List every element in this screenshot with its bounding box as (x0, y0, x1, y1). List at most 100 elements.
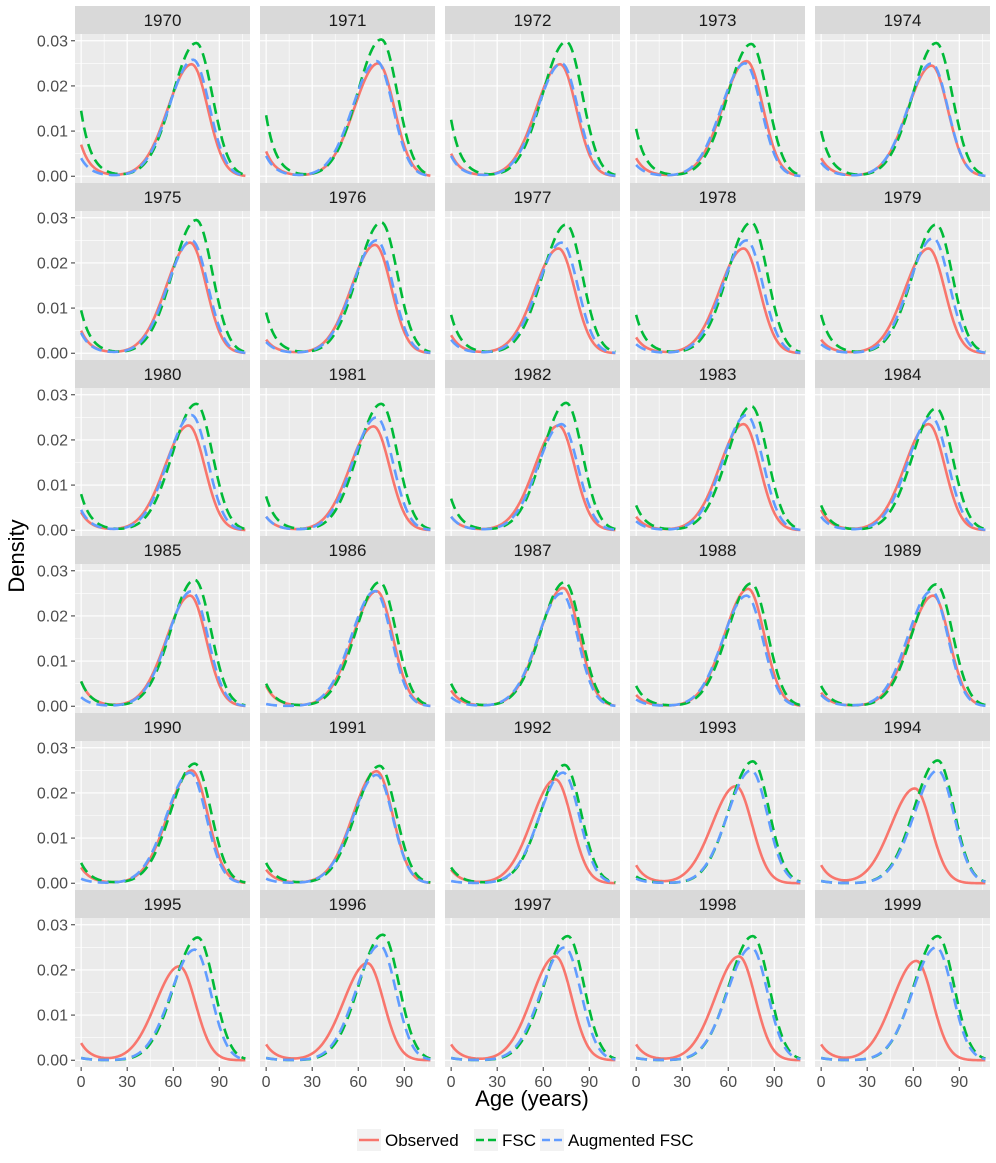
facet-strip (630, 6, 805, 34)
series-line-fsc (449, 223, 616, 354)
facet-strip (75, 890, 250, 918)
facet-strip-label: 1994 (884, 718, 922, 737)
facet-strip (75, 360, 250, 388)
series-line-augmented-fsc (635, 594, 801, 708)
y-tick-label: 0.03 (37, 917, 68, 934)
facet-strip-label: 1972 (514, 11, 552, 30)
series-line-augmented-fsc (820, 769, 986, 885)
series-line-observed (820, 787, 986, 885)
facet-strip (75, 6, 250, 34)
facet-strip-label: 1973 (699, 11, 737, 30)
series-line-fsc (264, 402, 431, 531)
facet-strip-label: 1989 (884, 541, 922, 560)
series-line-augmented-fsc (820, 236, 986, 354)
y-tick-label: 0.00 (37, 169, 68, 186)
facet-strip (630, 890, 805, 918)
y-tick-label: 0.03 (37, 210, 68, 227)
series-line-augmented-fsc (635, 946, 801, 1062)
y-tick-label: 0.01 (37, 478, 68, 495)
legend-item: Observed (357, 1129, 459, 1151)
x-tick-label: 0 (632, 1074, 641, 1091)
series-line-fsc (79, 218, 246, 354)
y-axis-title: Density (4, 519, 29, 592)
facet-strip (445, 890, 620, 918)
facet-panel: 1986 (260, 536, 435, 713)
series-line-augmented-fsc (450, 422, 616, 532)
facet-panel: 1983 (630, 360, 805, 537)
series-line-observed (820, 247, 986, 355)
x-tick-label: 0 (77, 1074, 86, 1091)
series-line-augmented-fsc (450, 771, 616, 885)
y-tick-label: 0.02 (37, 255, 68, 272)
facet-strip-label: 1984 (884, 365, 922, 384)
series-line-augmented-fsc (265, 773, 431, 885)
series-line-fsc (79, 402, 246, 531)
series-line-augmented-fsc (820, 589, 986, 708)
facet-strip (260, 713, 435, 741)
facet-strip-label: 1977 (514, 188, 552, 207)
series-line-observed (820, 959, 986, 1062)
facet-panel: 1989 (815, 536, 990, 713)
x-tick-label: 0 (817, 1074, 826, 1091)
facet-strip (260, 183, 435, 211)
facet-panel: 1977 (445, 183, 620, 360)
legend-label: FSC (502, 1131, 536, 1150)
facet-strip (815, 890, 990, 918)
series-line-augmented-fsc (80, 948, 246, 1062)
facet-strip-label: 1997 (514, 895, 552, 914)
facet-strip-label: 1980 (144, 365, 182, 384)
facet-strip (75, 536, 250, 564)
facet-strip (815, 6, 990, 34)
facet-strip (815, 713, 990, 741)
y-tick-label: 0.01 (37, 1008, 68, 1025)
facet-panel: 1997 0 30 60 90 (445, 890, 620, 1091)
series-line-fsc (449, 40, 616, 177)
facet-strip-label: 1970 (144, 11, 182, 30)
facet-strip-label: 1988 (699, 541, 737, 560)
facet-strip (630, 713, 805, 741)
legend-label: Augmented FSC (568, 1131, 694, 1150)
facet-strip-label: 1998 (699, 895, 737, 914)
facet-strip (445, 183, 620, 211)
facet-panel: 1972 (445, 6, 620, 183)
y-tick-label: 0.03 (37, 387, 68, 404)
facet-panel: 1992 (445, 713, 620, 890)
facet-panel: 1970 0.00 0.01 0.02 0.03 (37, 6, 250, 186)
facet-strip-label: 1983 (699, 365, 737, 384)
x-tick-label: 60 (164, 1074, 182, 1091)
facet-panel: 1974 (815, 6, 990, 183)
facet-panel: 1999 0 30 60 90 (815, 890, 990, 1091)
legend: Observed FSC Augmented FSC (357, 1129, 694, 1151)
facet-panel: 1994 (815, 713, 990, 890)
y-tick-label: 0.00 (37, 523, 68, 540)
series-line-fsc (634, 582, 801, 707)
facet-panel: 1984 (815, 360, 990, 537)
series-line-augmented-fsc (820, 946, 986, 1062)
facet-panel: 1988 (630, 536, 805, 713)
y-tick-label: 0.02 (37, 608, 68, 625)
y-tick-label: 0.01 (37, 831, 68, 848)
series-line-fsc (264, 38, 431, 177)
series-line-fsc (819, 406, 986, 531)
facet-panel: 1990 0.00 0.01 0.02 0.03 (37, 713, 250, 893)
y-tick-label: 0.03 (37, 33, 68, 50)
y-tick-label: 0.01 (37, 654, 68, 671)
facet-panels: 1970 0.00 0.01 0.02 0.03 1971 1972 1973 1974 1975… (37, 6, 990, 1091)
facet-strip-label: 1982 (514, 365, 552, 384)
y-tick-label: 0.02 (37, 78, 68, 95)
series-line-augmented-fsc (80, 58, 246, 177)
x-tick-label: 60 (904, 1074, 922, 1091)
facet-panel: 1979 (815, 183, 990, 360)
facet-strip-label: 1978 (699, 188, 737, 207)
series-line-augmented-fsc (265, 943, 431, 1062)
facet-panel: 1980 0.00 0.01 0.02 0.03 (37, 360, 250, 540)
x-tick-label: 30 (118, 1074, 136, 1091)
y-tick-label: 0.00 (37, 699, 68, 716)
x-tick-label: 30 (303, 1074, 321, 1091)
facet-strip (75, 183, 250, 211)
facet-panel: 1981 (260, 360, 435, 537)
facet-strip (445, 360, 620, 388)
facet-strip-label: 1985 (144, 541, 182, 560)
facet-strip-label: 1975 (144, 188, 182, 207)
